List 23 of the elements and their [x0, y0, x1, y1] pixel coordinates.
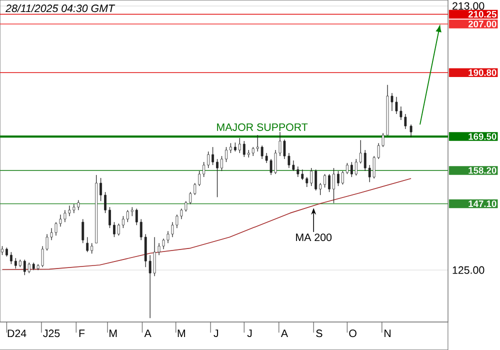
x-tick-label: F [79, 330, 85, 338]
x-tick-label: N [384, 330, 391, 338]
x-tick-label: S [316, 330, 322, 338]
x-tick-label: A [144, 330, 152, 338]
x-tick-label: J25 [43, 330, 60, 338]
ref-line-label: 158.20 [468, 167, 496, 174]
x-tick-label: D24 [8, 330, 26, 338]
y-tick-label: 213.00 [452, 2, 484, 10]
x-tick-label: M [178, 330, 186, 338]
ref-line-label: 190.80 [468, 69, 496, 76]
ref-line-label: 147.10 [468, 200, 496, 208]
x-tick-label: J [247, 330, 252, 338]
ref-line-label: 210.25 [468, 10, 496, 18]
annotation: 28/11/2025 04:30 GMT [6, 4, 116, 12]
x-tick-label: J [214, 330, 218, 338]
y-tick-label: 125.00 [452, 266, 484, 274]
x-tick-label: M [110, 330, 117, 338]
x-tick-label: O [349, 330, 356, 338]
annotation: MA 200 [296, 234, 332, 242]
annotation: MAJOR SUPPORT [217, 123, 308, 131]
x-tick-label: A [280, 330, 288, 338]
ref-line-label: 169.50 [468, 133, 496, 140]
ref-line-label: 207.00 [468, 20, 496, 28]
